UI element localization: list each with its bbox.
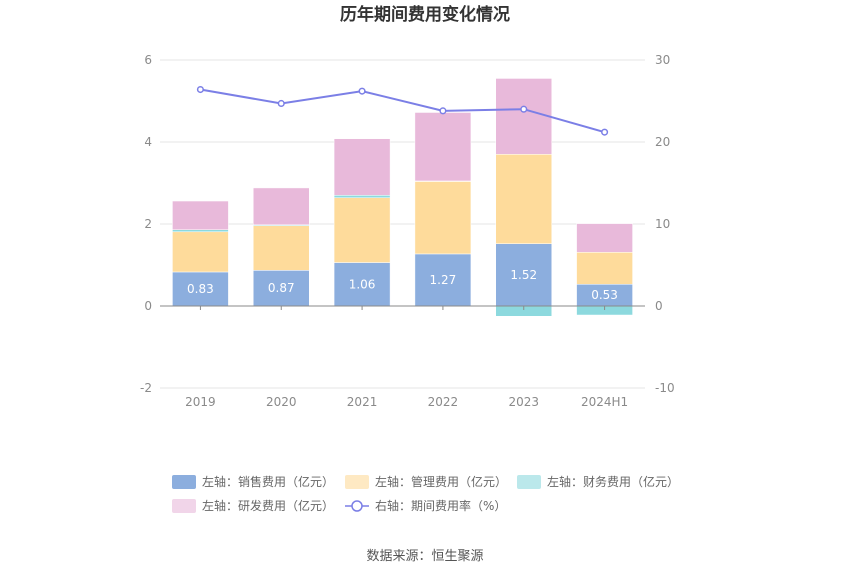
bar-1-2020 xyxy=(253,225,310,271)
rate-point xyxy=(601,128,609,136)
legend-label: 左轴：财务费用（亿元） xyxy=(547,474,679,489)
data-source: 数据来源：恒生聚源 xyxy=(366,549,483,564)
bar-1-2024H1 xyxy=(576,252,633,285)
x-tick-label: 2019 xyxy=(185,395,216,409)
legend: 左轴：销售费用（亿元） 左轴：管理费用（亿元） 左轴：财务费用（亿元） 左轴：研发费用… xyxy=(172,474,679,513)
y-right-tick-label: 10 xyxy=(655,217,670,231)
bar-data-label: 0.83 xyxy=(187,282,214,296)
rate-point xyxy=(439,107,447,115)
bar-1-2022 xyxy=(414,181,472,255)
bar-3-2023 xyxy=(495,78,552,155)
rate-polyline xyxy=(200,88,605,134)
y-right-tick-label: 30 xyxy=(655,53,670,67)
rate-line xyxy=(196,85,609,136)
legend-swatch xyxy=(172,475,196,489)
bar-data-label: 0.53 xyxy=(591,288,618,302)
legend-label: 右轴：期间费用率（%） xyxy=(375,498,506,513)
bar-1-2019 xyxy=(172,231,229,273)
bar-3-2019 xyxy=(172,200,229,230)
bar-2-2021 xyxy=(333,195,391,199)
legend-label: 左轴：管理费用（亿元） xyxy=(375,474,507,489)
rate-point xyxy=(196,85,204,94)
x-tick-label: 2024H1 xyxy=(581,395,628,409)
legend-swatch xyxy=(517,475,541,489)
y-left-tick-label: 4 xyxy=(144,135,152,149)
bar-data-label: 1.27 xyxy=(430,273,457,287)
bar-3-2022 xyxy=(414,112,472,182)
y-left-tick-label: 6 xyxy=(144,53,152,67)
x-tick-label: 2022 xyxy=(428,395,459,409)
bar-1-2021 xyxy=(333,197,391,263)
rate-point xyxy=(277,99,285,108)
bar-2-2019 xyxy=(172,229,229,233)
legend-swatch xyxy=(345,475,369,489)
bar-3-2024H1 xyxy=(576,223,633,253)
legend-label: 左轴：销售费用（亿元） xyxy=(202,474,334,489)
y-right-tick-label: 20 xyxy=(655,135,670,149)
y-left-tick-label: 2 xyxy=(144,217,152,231)
x-tick-label: 2020 xyxy=(266,395,297,409)
axes: 6 30 4 20 2 10 0 0 -2 -10 2019 2020 2021 2022 2023 2024… xyxy=(140,53,675,409)
legend-line-marker xyxy=(351,500,363,512)
bar-3-2020 xyxy=(253,187,310,226)
bar-0-2019 xyxy=(172,271,229,307)
chart-title: 历年期间费用变化情况 xyxy=(340,4,510,25)
bars: 0.83 0.87 1.06 1.27 1.52 0.53 xyxy=(172,78,633,317)
y-right-tick-label: -10 xyxy=(655,381,675,395)
rate-point xyxy=(358,87,366,95)
legend-swatch xyxy=(172,499,196,513)
bar-data-label: 0.87 xyxy=(268,281,295,295)
x-tick-label: 2021 xyxy=(347,395,378,409)
bar-data-label: 1.06 xyxy=(349,277,376,291)
rate-point xyxy=(520,105,528,113)
bar-1-2023 xyxy=(495,154,552,244)
y-left-tick-label: 0 xyxy=(144,299,152,313)
x-tick-label: 2023 xyxy=(508,395,539,409)
bar-3-2021 xyxy=(333,138,391,196)
grid xyxy=(160,59,645,389)
legend-label: 左轴：研发费用（亿元） xyxy=(202,498,334,513)
y-right-tick-label: 0 xyxy=(655,299,663,313)
y-left-tick-label: -2 xyxy=(140,381,152,395)
bar-data-label: 1.52 xyxy=(510,268,537,282)
